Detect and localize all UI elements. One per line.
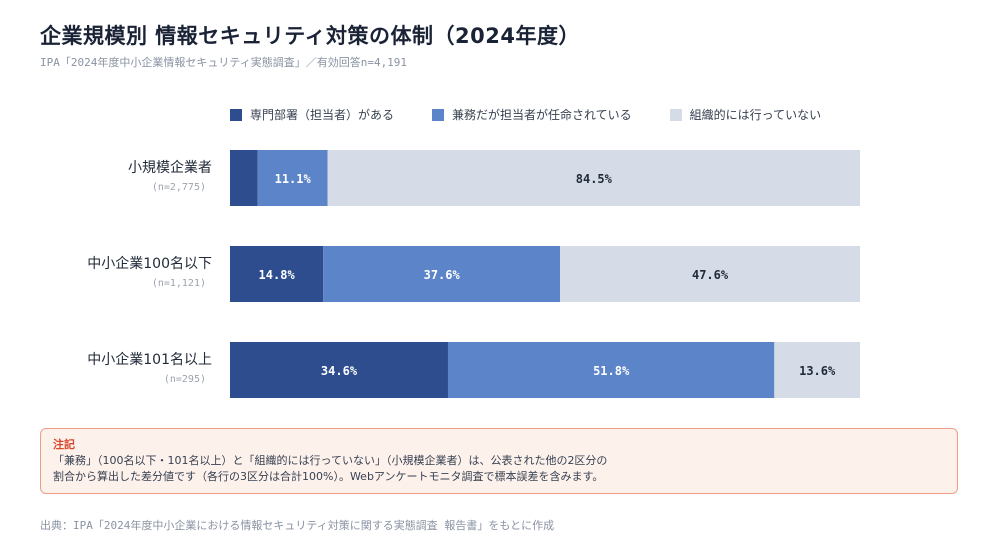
bar-value-label: 34.6% xyxy=(321,364,358,378)
legend-swatch-none xyxy=(669,108,682,121)
legend-swatch-concurrent xyxy=(432,108,445,121)
chart-title: 企業規模別 情報セキュリティ対策の体制（2024年度） xyxy=(40,24,580,48)
legend-label-none: 組織的には行っていない xyxy=(689,108,822,122)
legend-label-concurrent: 兼務だが担当者が任命されている xyxy=(452,108,632,122)
legend-label-dedicated: 専門部署（担当者）がある xyxy=(250,108,395,122)
bar-value-label: 14.8% xyxy=(259,268,296,282)
bar-segment xyxy=(327,150,860,206)
note-box: 注記 「兼務」（100名以下・101名以上）と「組織的には行っていない」（小規模… xyxy=(40,428,958,494)
category-label: 中小企業101名以上 xyxy=(87,351,212,368)
legend-swatch-dedicated xyxy=(230,108,242,121)
bar-value-label: 47.6% xyxy=(692,268,729,282)
bar-segment xyxy=(447,342,775,398)
bar-value-label: 37.6% xyxy=(424,268,461,282)
legend-item-none: 組織的には行っていない xyxy=(669,106,822,123)
chart-subtitle: IPA「2024年度中小企業情報セキュリティ実態調査」／有効回答n=4,191 xyxy=(40,56,408,69)
bar-segment xyxy=(230,342,448,398)
bar-segment xyxy=(230,246,324,302)
category-n-label: (n=1,121) xyxy=(152,278,206,289)
chart-legend: 専門部署（担当者）がある 兼務だが担当者が任命されている 組織的には行っていない xyxy=(230,106,821,123)
bar-segment xyxy=(774,342,860,398)
bar-value-label: 51.8% xyxy=(593,364,630,378)
source-text: 出典：IPA「2024年度中小企業における情報セキュリティ対策に関する実態調査 … xyxy=(40,519,555,532)
bar-value-label: 13.6% xyxy=(799,364,836,378)
legend-item-concurrent: 兼務だが担当者が任命されている xyxy=(432,106,632,123)
bar-value-label: 84.5% xyxy=(576,172,613,186)
bar-segment xyxy=(230,150,258,206)
category-n-label: (n=295) xyxy=(164,374,206,385)
bar-segment xyxy=(257,150,328,206)
category-n-label: (n=2,775) xyxy=(152,182,206,193)
note-line-1: 「兼務」（100名以下・101名以上）と「組織的には行っていない」（小規模企業者… xyxy=(53,454,608,467)
bar-segment xyxy=(323,246,561,302)
bar-segment xyxy=(560,246,860,302)
category-label: 小規模企業者 xyxy=(128,159,212,176)
bar-value-label: 11.1% xyxy=(275,172,312,186)
legend-item-dedicated: 専門部署（担当者）がある xyxy=(230,106,394,123)
note-line-2: 割合から算出した差分値です（各行の3区分は合計100%）。Webアンケートモニタ… xyxy=(53,470,604,483)
category-label: 中小企業100名以下 xyxy=(87,255,212,272)
note-title: 注記 xyxy=(53,438,75,451)
stacked-bar-chart: 小規模企業者 (n=2,775) 11.1% 84.5% 中小企業100名以下 (n=1,… xyxy=(87,150,860,398)
